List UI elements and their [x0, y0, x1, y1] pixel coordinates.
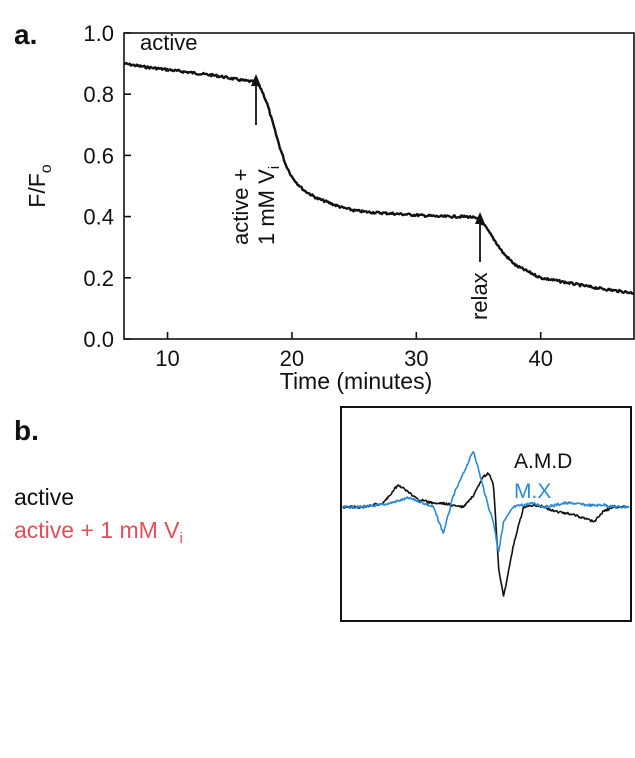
vanadate-arrowhead: [251, 74, 261, 86]
vanadate-label: active + 1 mM Vi: [228, 162, 283, 245]
y-tick-label: 0.4: [83, 205, 114, 230]
x-tick-label: 30: [404, 346, 428, 371]
panel-a-vanadate-annotation: active + 1 mM Vi: [228, 74, 283, 245]
inset-series-amd: [342, 472, 630, 597]
panel-a-y-axis-title: F/Fo: [24, 164, 55, 208]
y-tick-label: 1.0: [83, 21, 114, 46]
x-tick-label: 40: [528, 346, 552, 371]
x-tick-label: 10: [155, 346, 179, 371]
inset-series-mx: [342, 451, 630, 553]
inset-chart: A.M.D M.X: [340, 406, 632, 622]
panel-a-y-ticks: 0.0 0.2 0.4 0.6 0.8 1.0: [83, 21, 131, 352]
panel-a-frame: [123, 32, 635, 340]
x-tick-label: 20: [280, 346, 304, 371]
panel-a-active-label: active: [140, 30, 197, 55]
panel-a-letter: a.: [14, 19, 37, 50]
relax-label: relax: [467, 272, 492, 320]
legend-active-vanadate: active + 1 mM Vi: [14, 517, 183, 547]
panel-a-x-axis-title: Time (minutes): [280, 368, 433, 394]
y-tick-label: 0.2: [83, 266, 114, 291]
panel-a-x-ticks: 10 20 30 40: [155, 332, 553, 371]
panel-a-chart: 0.0 0.2 0.4 0.6 0.8 1.0 10 20 30 40 F/Fo Time (m…: [24, 21, 635, 394]
y-tick-label: 0.6: [83, 143, 114, 168]
inset-frame: [340, 406, 632, 622]
relax-arrowhead: [475, 212, 485, 224]
legend-active: active: [14, 484, 74, 510]
panel-a-relax-annotation: relax: [467, 212, 492, 320]
y-tick-label: 0.8: [83, 82, 114, 107]
panel-b-letter: b.: [14, 415, 39, 446]
vanadate-subscript: i: [266, 166, 283, 169]
legend-vanadate-subscript: i: [180, 530, 183, 547]
inset-legend-mx: M.X: [514, 480, 551, 503]
panel-a-y-axis-subscript: o: [38, 164, 55, 173]
y-tick-label: 0.0: [83, 327, 114, 352]
inset-legend-amd: A.M.D: [514, 450, 572, 473]
panel-a-series-active: [123, 61, 635, 296]
